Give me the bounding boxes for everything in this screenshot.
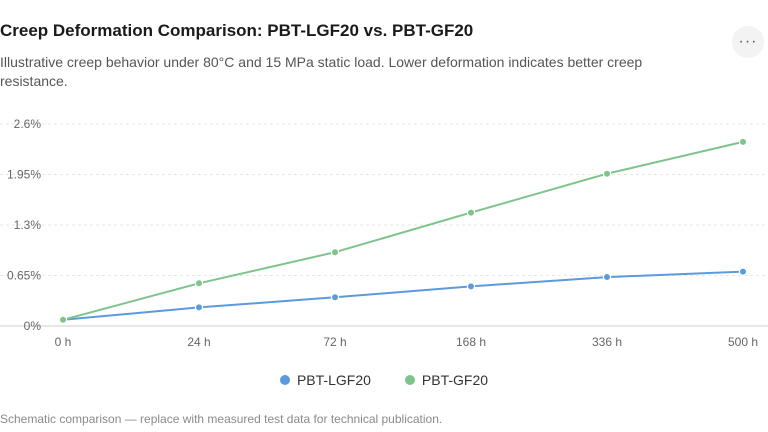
data-point-pbt-lgf20[interactable]: [194, 303, 204, 312]
x-tick-label: 336 h: [592, 335, 622, 349]
data-point-pbt-gf20[interactable]: [330, 247, 340, 257]
y-tick-label: 1.3%: [14, 218, 42, 232]
x-axis-ticks: 0 h 24 h 72 h 168 h 336 h 500 h: [55, 335, 758, 349]
data-point-pbt-lgf20[interactable]: [466, 282, 476, 291]
y-tick-label: 1.95%: [7, 168, 41, 182]
creep-line-chart: 0% 0.65% 1.3% 1.95% 2.6% 0 h 24 h 72 h 168 h 336…: [0, 117, 768, 349]
chart-title: Creep Deformation Comparison: PBT-LGF20 …: [0, 21, 474, 40]
y-tick-label: 0.65%: [7, 269, 41, 283]
data-point-pbt-gf20[interactable]: [602, 169, 612, 178]
y-tick-label: 0%: [24, 319, 42, 333]
legend-item-pbt-lgf20[interactable]: PBT-LGF20: [279, 372, 371, 388]
data-point-pbt-gf20[interactable]: [194, 279, 204, 288]
x-tick-label: 0 h: [55, 335, 72, 349]
legend-label: PBT-LGF20: [296, 372, 371, 388]
data-point-pbt-lgf20[interactable]: [602, 272, 612, 282]
legend-label: PBT-GF20: [421, 372, 489, 388]
x-tick-label: 72 h: [323, 335, 346, 349]
data-point-pbt-gf20[interactable]: [466, 208, 476, 217]
legend-item-pbt-gf20[interactable]: PBT-GF20: [404, 372, 489, 388]
more-horizontal-icon: ···: [738, 33, 758, 50]
data-point-pbt-lgf20[interactable]: [738, 267, 748, 276]
footnote: Schematic comparison — replace with meas…: [0, 412, 443, 426]
grid-lines: [0, 123, 768, 327]
series-lines: [58, 137, 748, 324]
data-point-pbt-gf20[interactable]: [58, 315, 68, 324]
x-tick-label: 500 h: [728, 335, 758, 349]
x-tick-label: 24 h: [187, 335, 210, 349]
y-axis-ticks: 0% 0.65% 1.3% 1.95% 2.6%: [7, 117, 41, 333]
series-line-pbt-lgf20: [62, 270, 744, 321]
data-point-pbt-gf20[interactable]: [738, 137, 748, 147]
chart-legend: PBT-LGF20 PBT-GF20: [0, 372, 768, 388]
legend-marker-icon: [279, 375, 290, 385]
legend-marker-icon: [404, 375, 415, 385]
y-tick-label: 2.6%: [14, 117, 42, 131]
series-line-pbt-gf20: [62, 140, 744, 321]
data-point-pbt-lgf20[interactable]: [330, 293, 340, 302]
more-options-button[interactable]: ···: [732, 26, 764, 58]
chart-subtitle: Illustrative creep behavior under 80°C a…: [0, 54, 643, 89]
x-tick-label: 168 h: [456, 335, 486, 349]
